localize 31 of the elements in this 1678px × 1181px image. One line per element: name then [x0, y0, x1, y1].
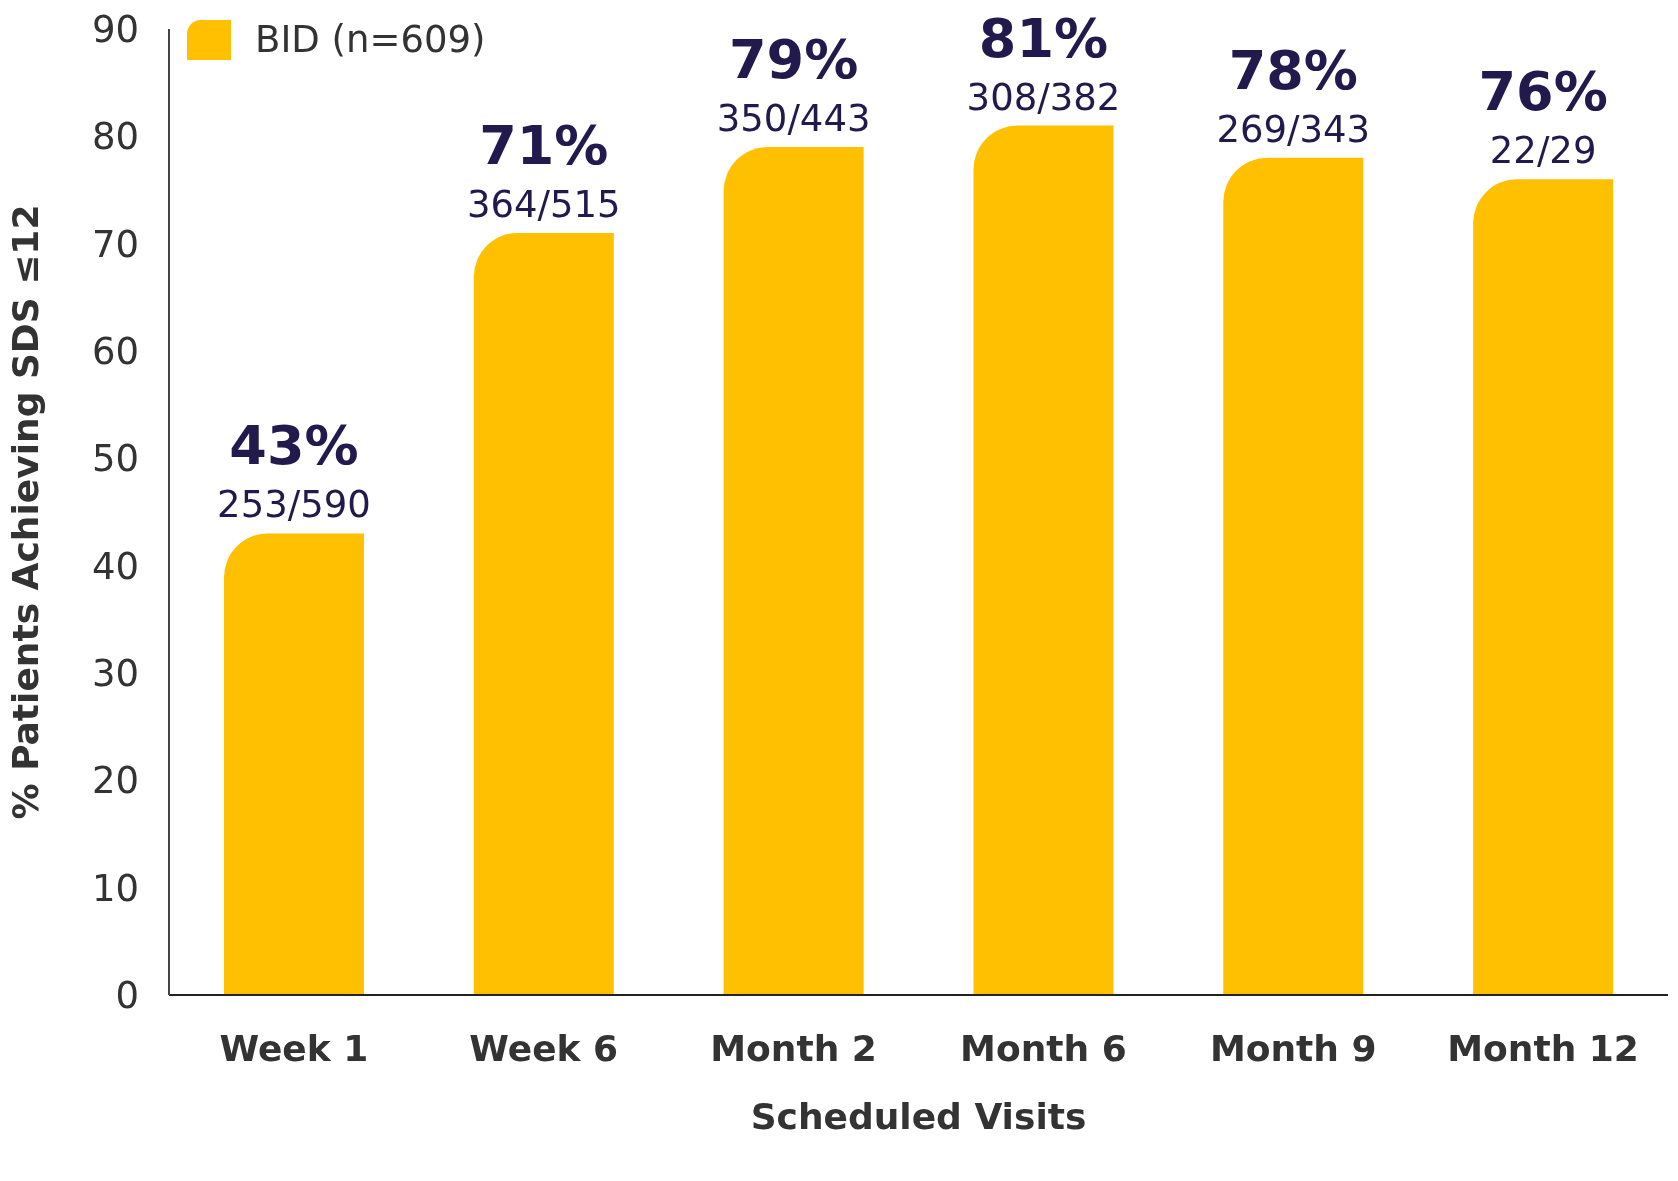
y-tick-label: 20 [91, 759, 139, 803]
y-tick-label: 90 [91, 8, 139, 52]
y-tick-label: 60 [91, 330, 139, 374]
bar [473, 232, 614, 995]
data-label: 78% 269/343 [1216, 38, 1371, 151]
bar [1473, 179, 1614, 995]
data-label: 71% 364/515 [466, 113, 621, 226]
bar [1223, 157, 1364, 995]
x-tick-label: Week 6 [469, 1027, 619, 1069]
x-tick-label: Month 12 [1447, 1027, 1639, 1069]
y-tick-label: 40 [91, 544, 139, 588]
data-label: 43% 253/590 [217, 414, 371, 527]
y-axis-title: % Patients Achieving SDS ≤12 [5, 204, 46, 820]
x-tick-label: Week 1 [219, 1027, 369, 1069]
y-tick-label: 0 [115, 974, 139, 1018]
x-tick-label: Month 6 [960, 1027, 1127, 1069]
bar [223, 533, 364, 995]
data-label: 76% 22/29 [1478, 60, 1608, 173]
x-tick-label: Month 9 [1209, 1027, 1377, 1069]
y-tick-label: 30 [91, 652, 139, 696]
bar [723, 147, 864, 995]
y-tick-label: 10 [91, 866, 139, 910]
y-tick-label: 80 [91, 115, 139, 159]
x-axis-title: Scheduled Visits [750, 1096, 1087, 1137]
data-label: 81% 308/382 [966, 6, 1121, 119]
y-tick-label: 70 [91, 222, 139, 266]
y-tick-label: 50 [91, 437, 139, 481]
legend-label: BID (n=609) [255, 18, 486, 61]
x-tick-label: Month 2 [710, 1027, 877, 1069]
data-label: 79% 350/443 [716, 28, 871, 141]
bar [973, 125, 1114, 995]
